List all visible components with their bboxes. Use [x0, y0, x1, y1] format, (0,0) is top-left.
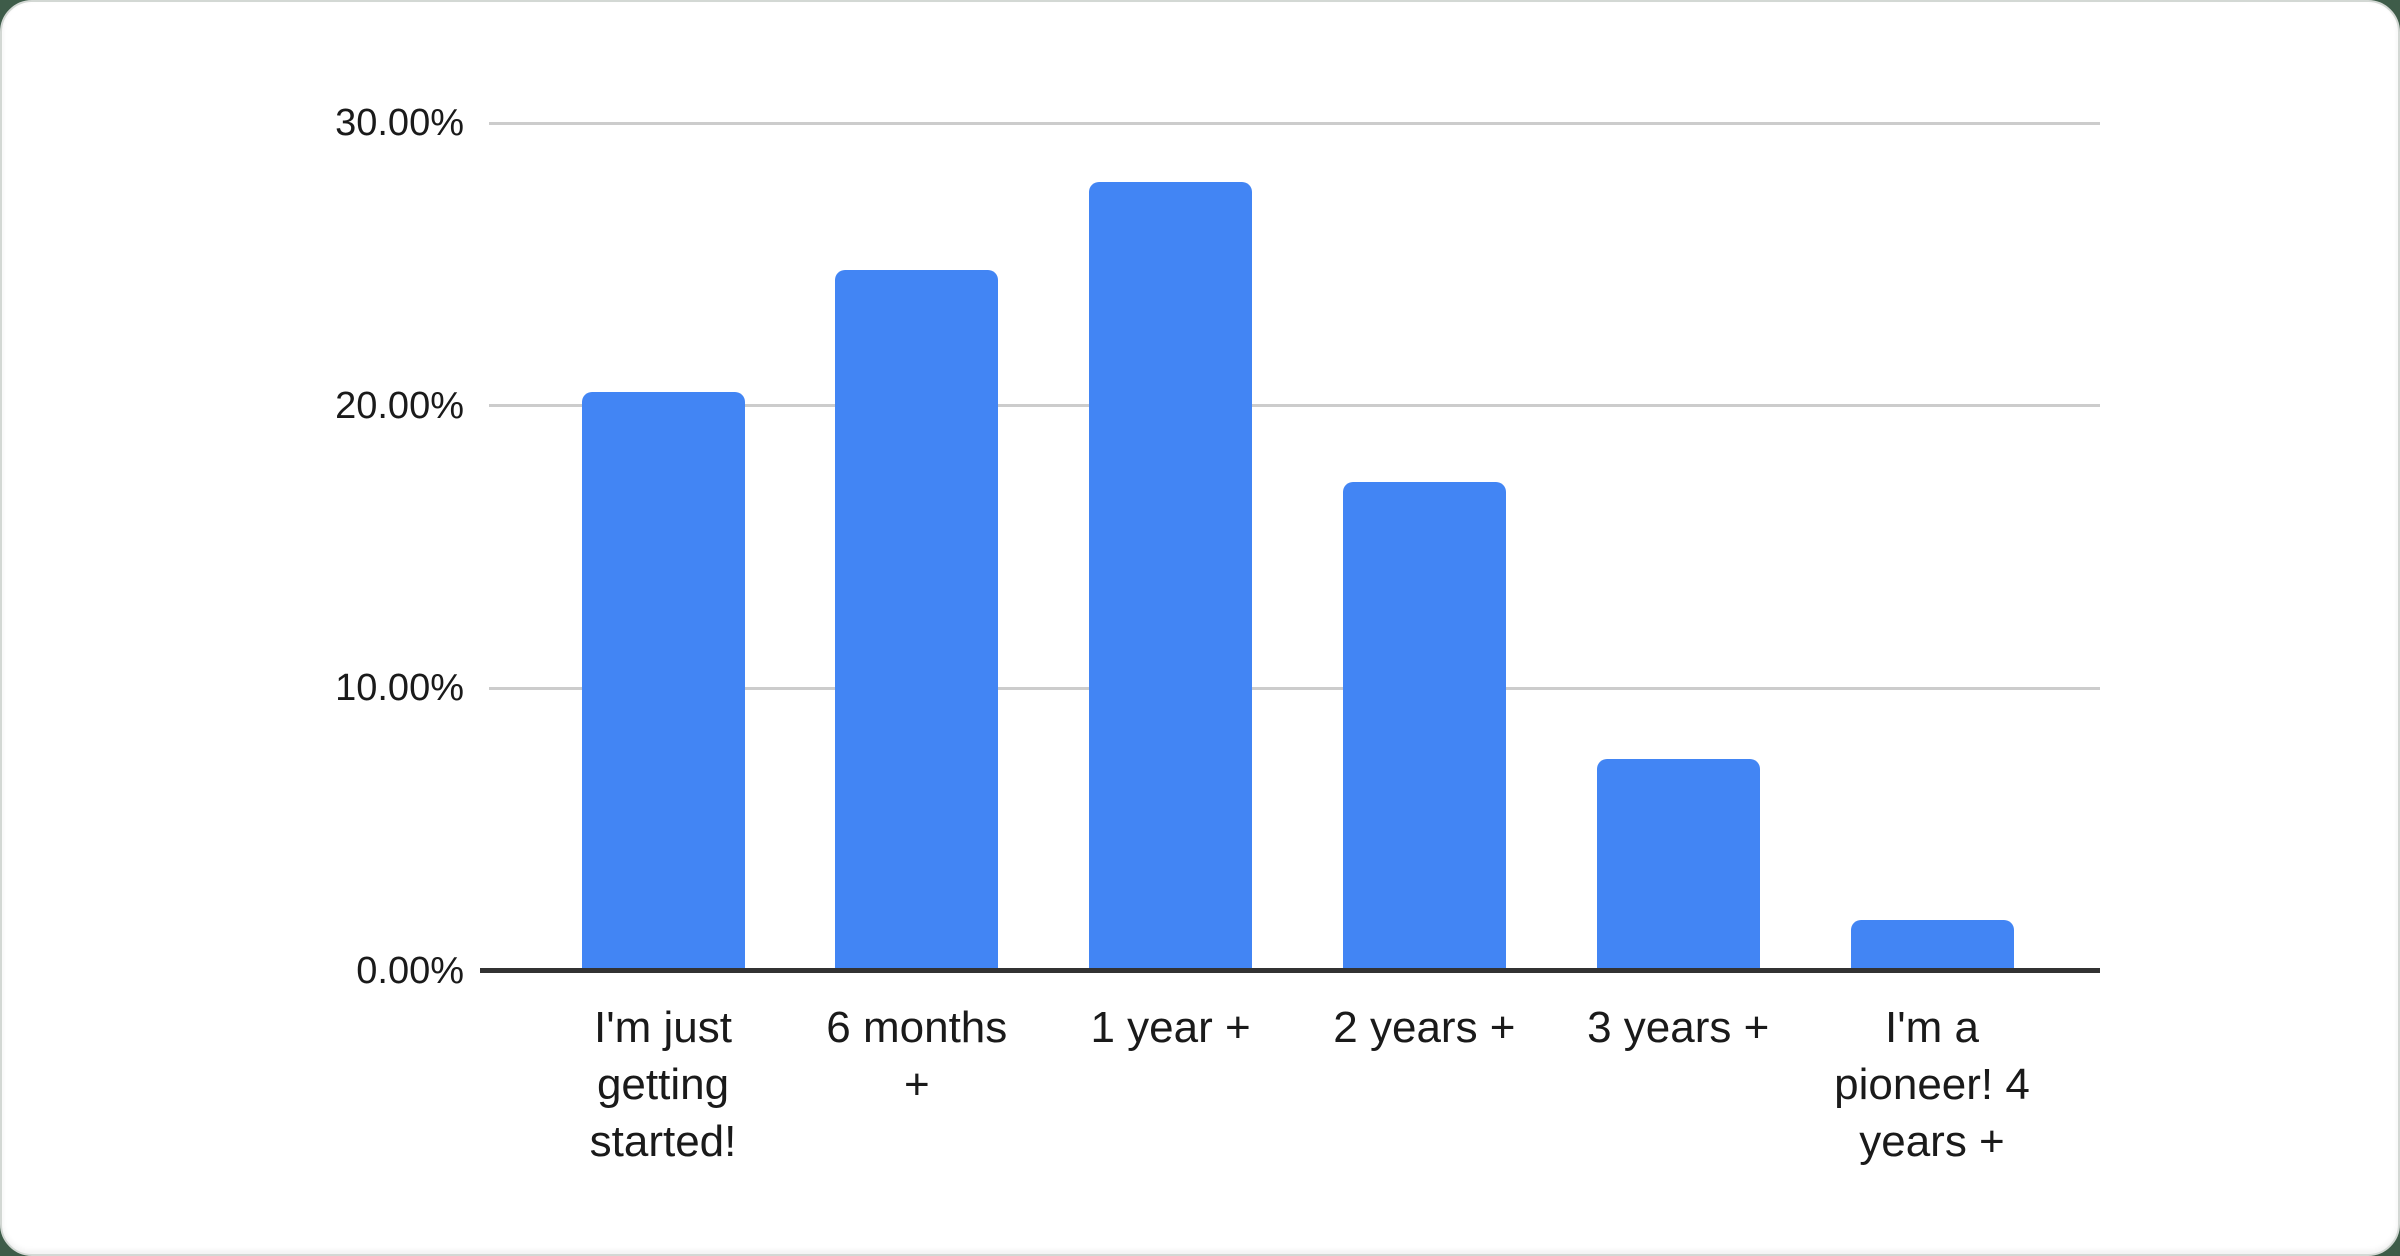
- y-tick-label-10: 10.00%: [335, 667, 464, 710]
- y-tick-label-20: 20.00%: [335, 384, 464, 427]
- x-category-label-3: 2 years +: [1333, 1003, 1516, 1052]
- bar-5[interactable]: [1850, 920, 2014, 971]
- y-tick-label-30: 30.00%: [335, 102, 464, 144]
- bar-3[interactable]: [1342, 482, 1506, 971]
- x-category-label-0: I'm just getting started!: [589, 1003, 737, 1166]
- bar-0[interactable]: [581, 391, 745, 971]
- y-tick-label-0: 0.00%: [356, 950, 464, 992]
- x-category-label-1: 6 months +: [826, 1003, 1008, 1109]
- bar-2[interactable]: [1089, 182, 1253, 971]
- x-category-label-5: I'm a pioneer! 4 years +: [1834, 1003, 2030, 1166]
- gridline-10.00%: [489, 686, 2100, 690]
- x-category-label-4: 3 years +: [1587, 1003, 1770, 1052]
- bar-4[interactable]: [1596, 759, 1760, 971]
- gridline-30.00%: [489, 121, 2100, 125]
- bar-1[interactable]: [835, 270, 999, 971]
- x-axis-line: [480, 968, 2100, 973]
- gridline-20.00%: [489, 404, 2100, 408]
- x-category-label-2: 1 year +: [1090, 1003, 1251, 1052]
- plot-area: [480, 121, 2100, 973]
